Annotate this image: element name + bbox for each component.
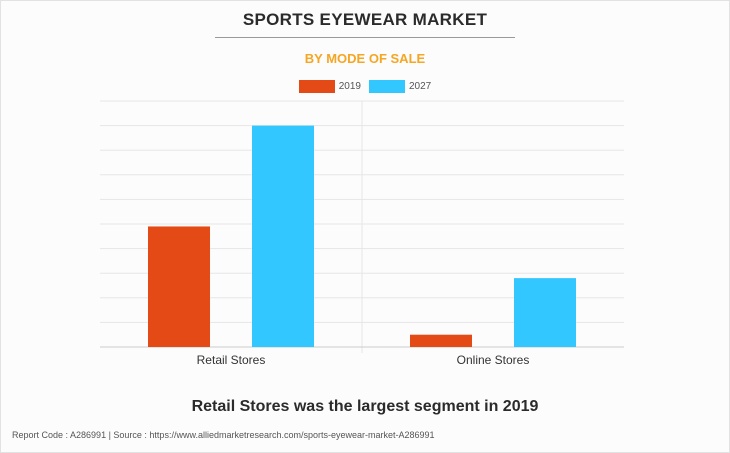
title-divider bbox=[215, 37, 515, 38]
legend: 2019 2027 bbox=[0, 80, 730, 93]
bar-2019-online-stores bbox=[410, 334, 472, 347]
x-tick-label: Online Stores bbox=[457, 353, 530, 367]
legend-label-2019: 2019 bbox=[338, 81, 361, 92]
bar-2019-retail-stores bbox=[148, 226, 210, 347]
bar-2027-online-stores bbox=[514, 278, 576, 347]
chart-title: SPORTS EYEWEAR MARKET bbox=[242, 10, 488, 29]
bar-2027-retail-stores bbox=[252, 125, 314, 347]
legend-label-2027: 2027 bbox=[409, 81, 432, 92]
x-tick-label: Retail Stores bbox=[197, 353, 266, 367]
legend-swatch-2027 bbox=[369, 80, 405, 93]
legend-swatch-2019 bbox=[298, 80, 335, 93]
source-footer: Report Code : A286991 | Source : https:/… bbox=[12, 430, 435, 440]
legend-item-2019: 2019 bbox=[298, 80, 361, 93]
chart-subtitle: BY MODE OF SALE bbox=[304, 51, 426, 66]
legend-item-2027: 2027 bbox=[369, 80, 431, 93]
chart-caption: Retail Stores was the largest segment in… bbox=[191, 398, 539, 415]
